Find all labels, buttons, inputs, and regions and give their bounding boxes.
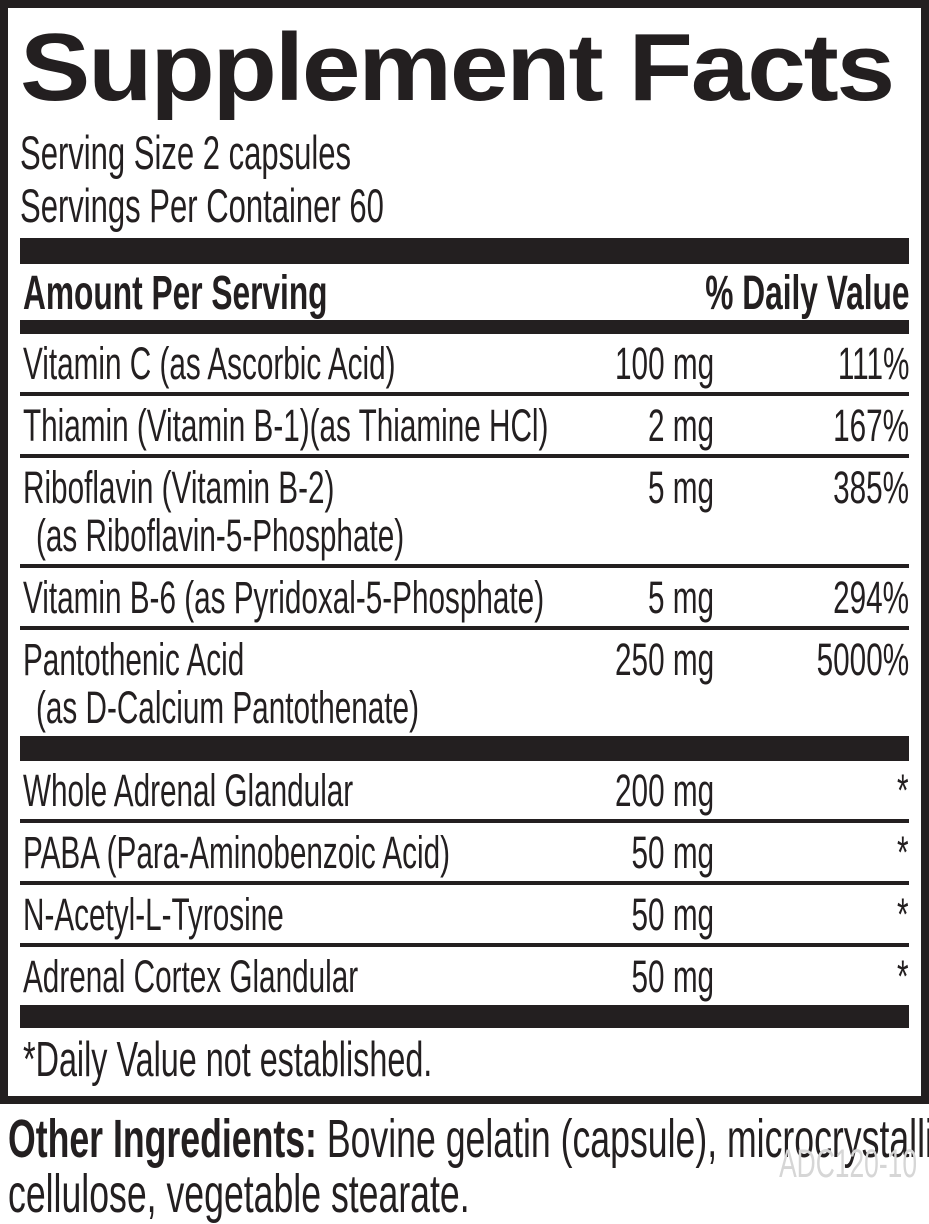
ingredient-amount: 200 mg bbox=[614, 765, 714, 816]
table-row: N-Acetyl-L-Tyrosine 50 mg * bbox=[20, 885, 909, 943]
other-ingredients-label: Other Ingredients: bbox=[8, 1109, 317, 1169]
other-ingredients-line1: Bovine gelatin (capsule), microcrystalli… bbox=[316, 1109, 929, 1169]
row-divider bbox=[20, 564, 909, 568]
amount-per-serving-header: Amount Per Serving bbox=[23, 267, 328, 320]
ingredient-amount: 5 mg bbox=[647, 572, 714, 623]
row-divider bbox=[20, 454, 909, 458]
row-divider bbox=[20, 392, 909, 396]
table-row: Vitamin C (as Ascorbic Acid) 100 mg 111% bbox=[20, 334, 909, 392]
ingredient-daily-value: 5000% bbox=[816, 634, 909, 685]
ingredient-name: Whole Adrenal Glandular bbox=[23, 765, 354, 816]
ingredient-daily-value: * bbox=[897, 951, 909, 1002]
other-ingredients-line2: cellulose, vegetable stearate. bbox=[8, 1164, 470, 1224]
ingredient-amount: 50 mg bbox=[631, 827, 714, 878]
ingredient-daily-value: * bbox=[897, 765, 909, 816]
table-row: Whole Adrenal Glandular 200 mg * bbox=[20, 761, 909, 819]
row-divider bbox=[20, 943, 909, 947]
divider-bar-bottom bbox=[20, 1005, 909, 1028]
ingredient-daily-value: * bbox=[897, 889, 909, 940]
table-row: Riboflavin (Vitamin B-2) (as Riboflavin-… bbox=[20, 458, 909, 564]
ingredient-name-secondary: (as D-Calcium Pantothenate) bbox=[36, 682, 419, 733]
footnote: *Daily Value not established. bbox=[20, 1028, 909, 1092]
ingredient-name: PABA (Para-Aminobenzoic Acid) bbox=[23, 827, 450, 878]
row-divider bbox=[20, 626, 909, 630]
table-row: Adrenal Cortex Glandular 50 mg * bbox=[20, 947, 909, 1005]
ingredient-name: Vitamin B-6 (as Pyridoxal-5-Phosphate) bbox=[23, 572, 545, 623]
ingredient-name: Pantothenic Acid bbox=[23, 634, 245, 685]
ingredient-name: Riboflavin (Vitamin B-2) bbox=[23, 462, 335, 513]
ingredient-amount: 5 mg bbox=[647, 462, 714, 513]
ingredient-amount: 250 mg bbox=[614, 634, 714, 685]
ingredient-daily-value: 111% bbox=[837, 338, 909, 389]
product-code: ADC120-10 bbox=[708, 1142, 917, 1187]
divider-bar-middle bbox=[20, 736, 909, 761]
table-row: Vitamin B-6 (as Pyridoxal-5-Phosphate) 5… bbox=[20, 568, 909, 626]
product-code-text: ADC120-10 bbox=[779, 1142, 917, 1186]
ingredient-amount: 100 mg bbox=[614, 338, 714, 389]
divider-bar-top bbox=[20, 238, 909, 264]
footnote-text: *Daily Value not established. bbox=[23, 1033, 433, 1087]
table-row: Thiamin (Vitamin B-1)(as Thiamine HCl) 2… bbox=[20, 396, 909, 454]
table-row: Pantothenic Acid (as D-Calcium Pantothen… bbox=[20, 630, 909, 736]
ingredient-daily-value: 294% bbox=[833, 572, 909, 623]
supplement-facts-panel: Supplement Facts Serving Size 2 capsules… bbox=[0, 0, 929, 1104]
table-row: PABA (Para-Aminobenzoic Acid) 50 mg * bbox=[20, 823, 909, 881]
ingredient-name-secondary: (as Riboflavin-5-Phosphate) bbox=[36, 510, 405, 561]
servings-per-container-text: Servings Per Container 60 bbox=[20, 179, 384, 232]
ingredient-daily-value: 385% bbox=[833, 462, 909, 513]
ingredient-daily-value: * bbox=[897, 827, 909, 878]
divider-bar-header bbox=[20, 320, 909, 334]
ingredient-name: Vitamin C (as Ascorbic Acid) bbox=[23, 338, 396, 389]
row-divider bbox=[20, 819, 909, 823]
row-divider bbox=[20, 881, 909, 885]
ingredient-name: Adrenal Cortex Glandular bbox=[23, 951, 359, 1002]
ingredient-name: N-Acetyl-L-Tyrosine bbox=[23, 889, 284, 940]
ingredient-amount: 2 mg bbox=[647, 400, 714, 451]
ingredient-amount: 50 mg bbox=[631, 889, 714, 940]
table-header-row: Amount Per Serving % Daily Value bbox=[20, 264, 909, 320]
ingredient-daily-value: 167% bbox=[833, 400, 909, 451]
serving-info: Serving Size 2 capsules Servings Per Con… bbox=[20, 126, 909, 232]
panel-title: Supplement Facts bbox=[20, 14, 895, 121]
ingredient-name: Thiamin (Vitamin B-1)(as Thiamine HCl) bbox=[23, 400, 549, 451]
ingredient-amount: 50 mg bbox=[631, 951, 714, 1002]
daily-value-header: % Daily Value bbox=[704, 267, 909, 320]
serving-size-text: Serving Size 2 capsules bbox=[20, 126, 352, 179]
